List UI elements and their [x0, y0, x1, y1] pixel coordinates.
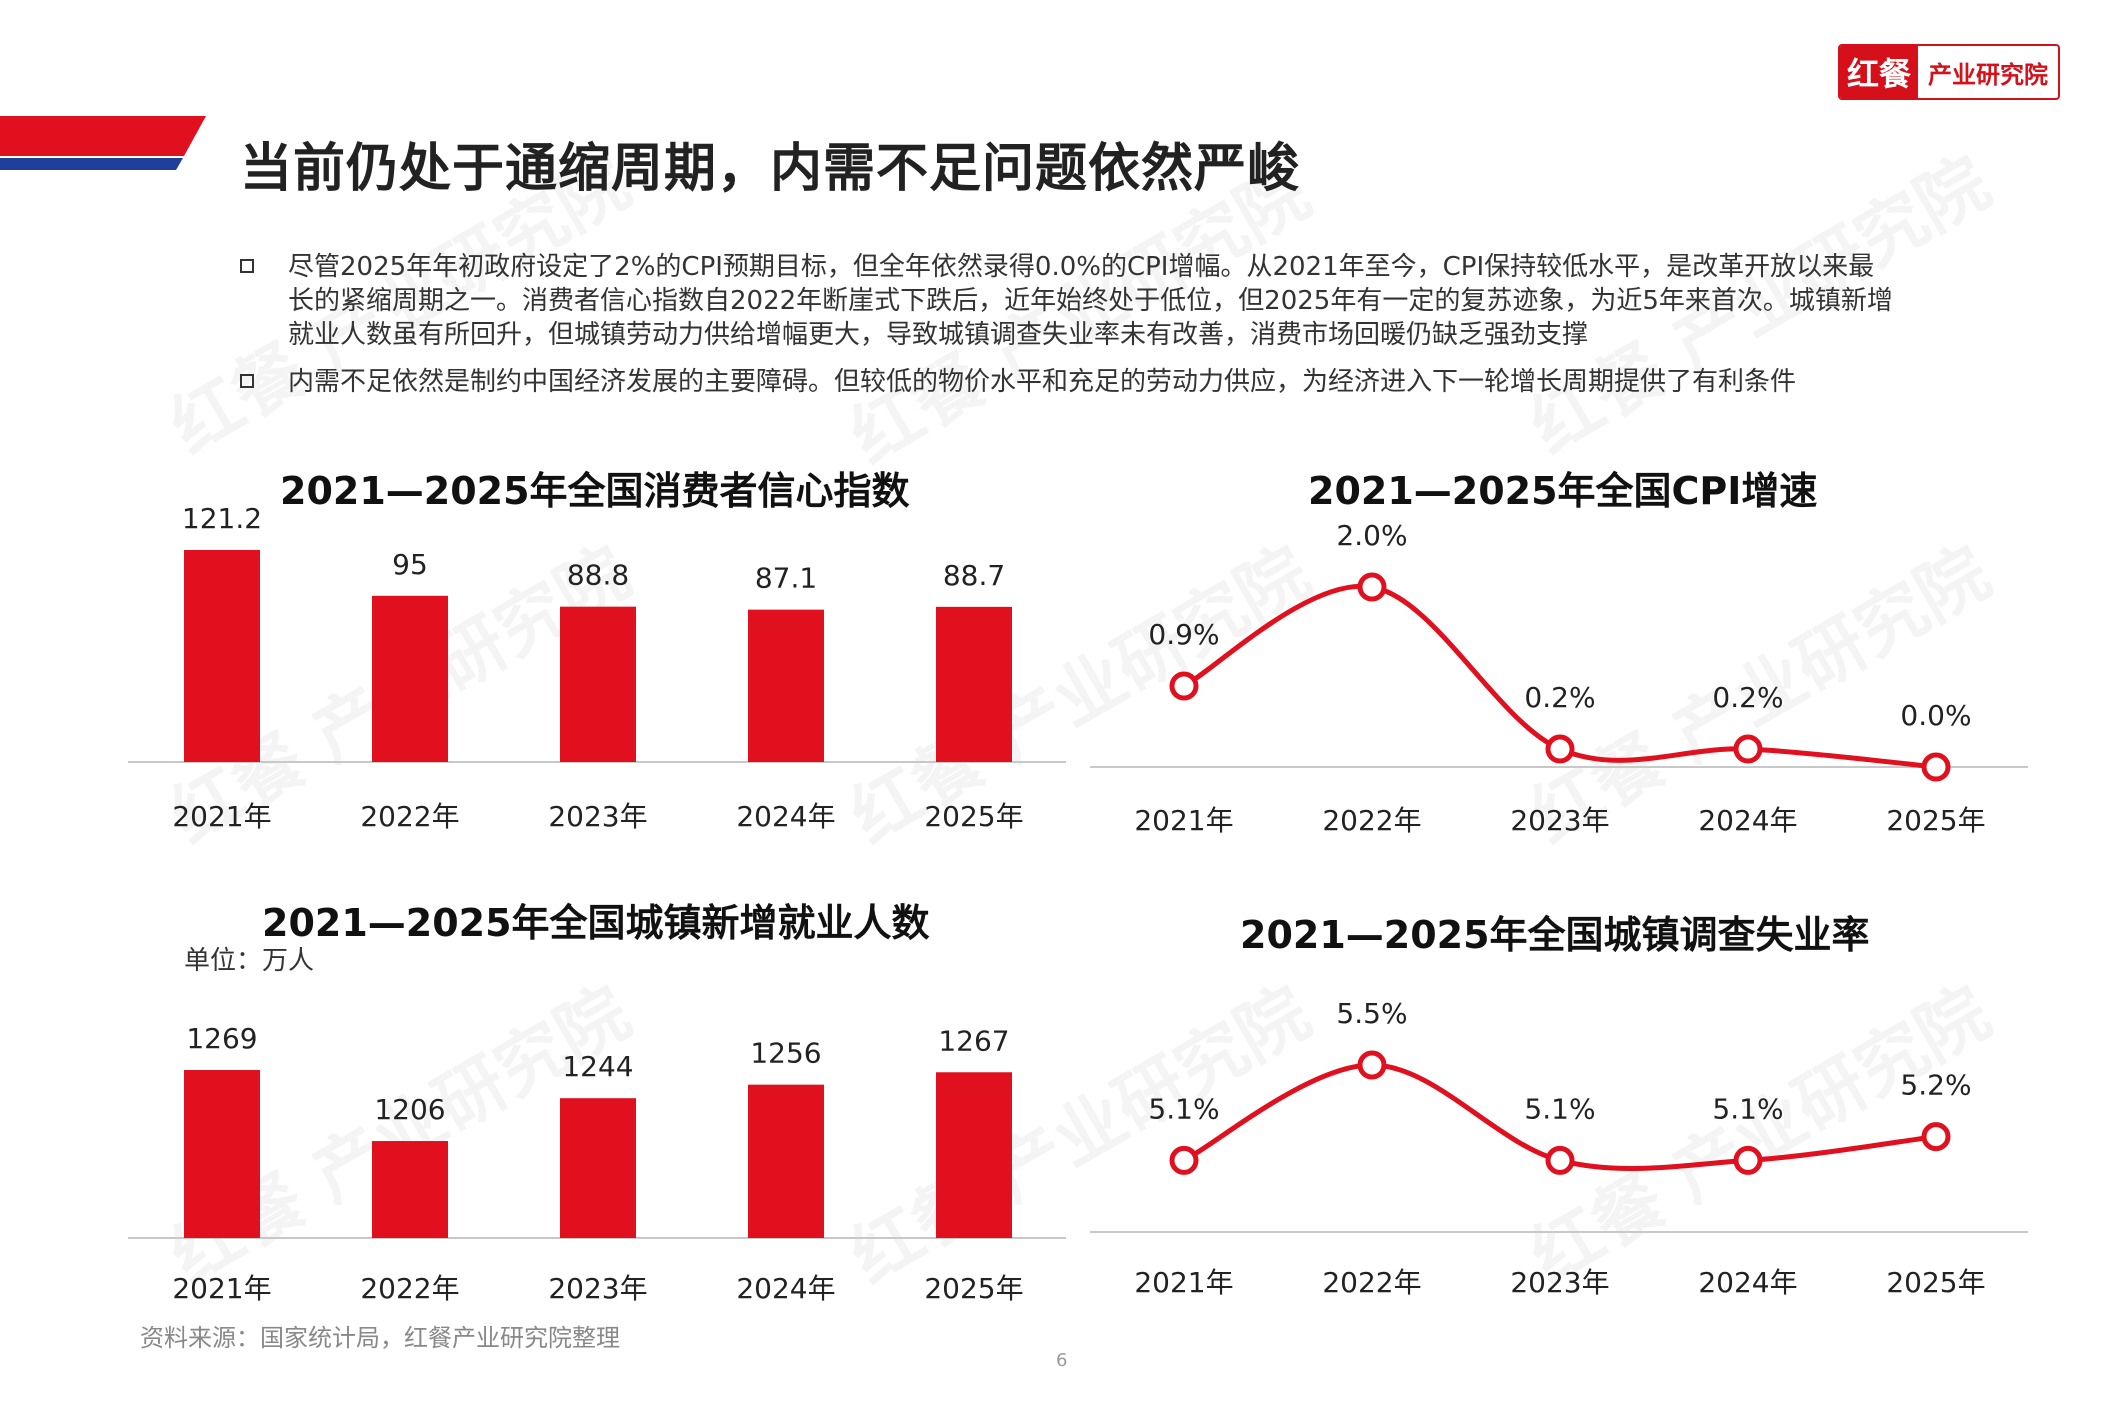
- bar: [184, 1070, 260, 1238]
- data-label: 87.1: [755, 562, 817, 595]
- data-label: 5.2%: [1900, 1069, 1971, 1102]
- bar: [560, 606, 636, 762]
- x-tick-label: 2023年: [1510, 1266, 1609, 1299]
- x-tick-label: 2022年: [1322, 804, 1421, 837]
- data-label: 0.0%: [1900, 699, 1971, 732]
- page-number: 6: [1056, 1350, 1068, 1371]
- bar: [372, 1141, 448, 1238]
- bar: [560, 1098, 636, 1238]
- bar: [936, 606, 1012, 762]
- chart-title: 2021—2025年全国城镇新增就业人数: [262, 901, 930, 945]
- data-label: 5.1%: [1148, 1092, 1219, 1125]
- data-label: 121.2: [182, 502, 262, 535]
- page-title: 当前仍处于通缩周期，内需不足问题依然严峻: [240, 139, 1301, 199]
- source-note: 资料来源：国家统计局，红餐产业研究院整理: [140, 1324, 620, 1352]
- data-label: 88.7: [943, 559, 1005, 592]
- x-tick-label: 2021年: [1134, 1266, 1233, 1299]
- data-point: [1921, 1122, 1951, 1152]
- data-point: [1545, 734, 1575, 764]
- x-tick-label: 2021年: [1134, 804, 1233, 837]
- bullet-text: 内需不足依然是制约中国经济发展的主要障碍。但较低的物价水平和充足的劳动力供应，为…: [288, 367, 1797, 397]
- bar: [184, 550, 260, 762]
- x-tick-label: 2023年: [1510, 804, 1609, 837]
- bullet-text: 尽管2025年年初政府设定了2%的CPI预期目标，但全年依然录得0.0%的CPI…: [288, 252, 1893, 350]
- data-label: 95: [392, 548, 428, 581]
- logo-text: 产业研究院: [1928, 60, 2048, 89]
- data-label: 88.8: [567, 559, 629, 592]
- bullet-square-icon: [240, 374, 254, 388]
- x-tick-label: 2024年: [736, 800, 835, 833]
- data-point: [1733, 734, 1763, 764]
- bullet-item: 内需不足依然是制约中国经济发展的主要障碍。但较低的物价水平和充足的劳动力供应，为…: [240, 365, 1900, 399]
- data-point: [1357, 1050, 1387, 1080]
- data-label: 2.0%: [1336, 519, 1407, 552]
- x-tick-label: 2025年: [924, 1272, 1023, 1305]
- data-label: 5.1%: [1712, 1092, 1783, 1125]
- data-label: 1267: [938, 1024, 1009, 1057]
- data-point: [1545, 1145, 1575, 1175]
- data-point: [1357, 572, 1387, 602]
- chart-title: 2021—2025年全国消费者信心指数: [280, 469, 910, 513]
- x-tick-label: 2025年: [1886, 804, 1985, 837]
- data-point: [1921, 752, 1951, 782]
- data-label: 1206: [374, 1093, 445, 1126]
- x-tick-label: 2022年: [360, 800, 459, 833]
- chart-title: 2021—2025年全国CPI增速: [1308, 469, 1818, 513]
- bar: [936, 1072, 1012, 1238]
- x-tick-label: 2023年: [548, 800, 647, 833]
- data-label: 1256: [750, 1037, 821, 1070]
- data-label: 5.1%: [1524, 1092, 1595, 1125]
- x-tick-label: 2021年: [172, 1272, 271, 1305]
- x-tick-label: 2024年: [1698, 804, 1797, 837]
- data-label: 1244: [562, 1050, 633, 1083]
- bullet-item: 尽管2025年年初政府设定了2%的CPI预期目标，但全年依然录得0.0%的CPI…: [240, 250, 1900, 352]
- bar: [748, 1084, 824, 1238]
- x-tick-label: 2022年: [1322, 1266, 1421, 1299]
- bullet-square-icon: [240, 259, 254, 273]
- data-label: 0.2%: [1712, 681, 1783, 714]
- data-point: [1733, 1145, 1763, 1175]
- x-tick-label: 2022年: [360, 1272, 459, 1305]
- logo-mark: 红餐: [1840, 46, 1918, 98]
- data-point: [1169, 1145, 1199, 1175]
- bar: [748, 609, 824, 762]
- data-label: 5.5%: [1336, 997, 1407, 1030]
- brand-logo: 红餐 产业研究院: [1838, 44, 2060, 100]
- chart-title: 2021—2025年全国城镇调查失业率: [1240, 913, 1870, 957]
- unit-label: 单位：万人: [184, 946, 315, 976]
- header-stripe: [0, 116, 206, 170]
- data-point: [1169, 671, 1199, 701]
- x-tick-label: 2023年: [548, 1272, 647, 1305]
- x-tick-label: 2025年: [924, 800, 1023, 833]
- data-label: 0.2%: [1524, 681, 1595, 714]
- data-label: 1269: [186, 1022, 257, 1055]
- x-tick-label: 2024年: [1698, 1266, 1797, 1299]
- data-label: 0.9%: [1148, 618, 1219, 651]
- x-tick-label: 2025年: [1886, 1266, 1985, 1299]
- x-tick-label: 2024年: [736, 1272, 835, 1305]
- bar: [372, 595, 448, 762]
- x-tick-label: 2021年: [172, 800, 271, 833]
